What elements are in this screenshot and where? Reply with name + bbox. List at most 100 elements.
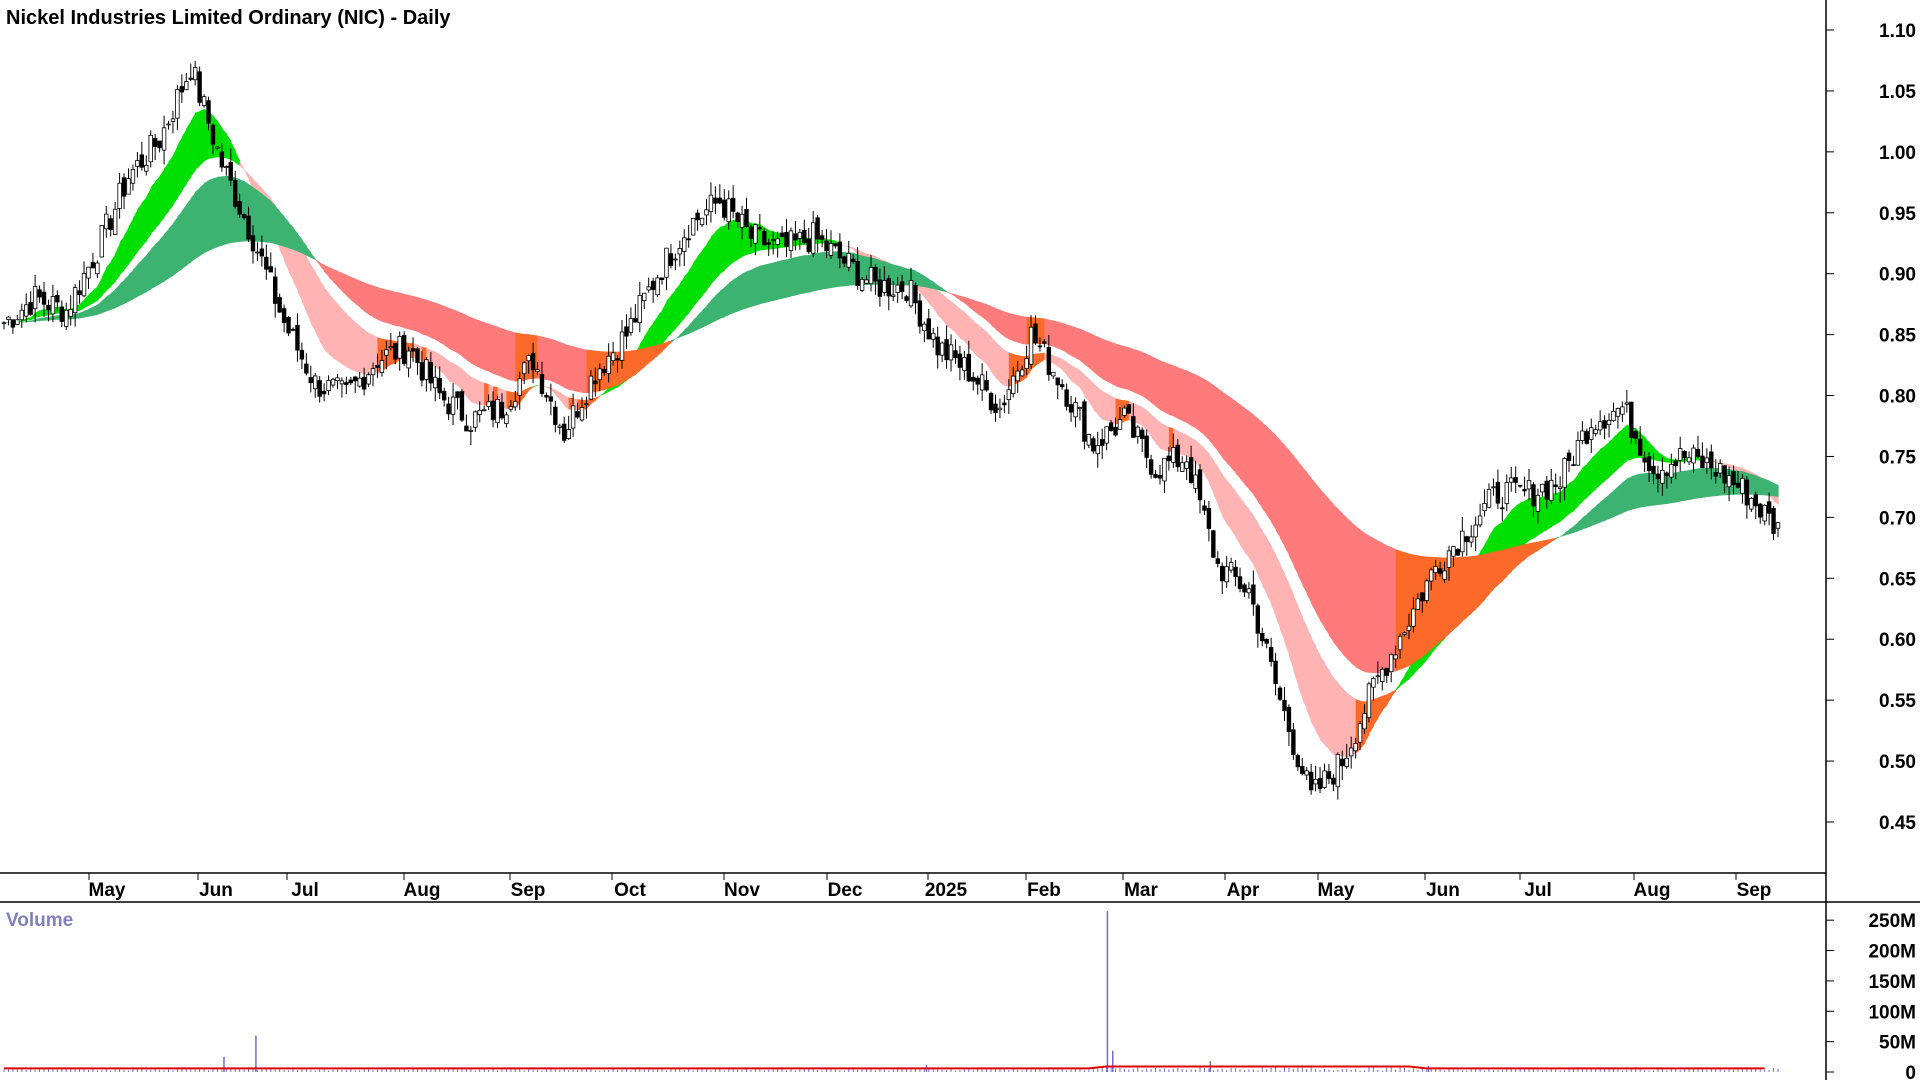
candle-up	[1025, 358, 1029, 368]
long-term-band-segment	[787, 258, 792, 298]
short-term-band-segment	[137, 203, 142, 252]
short-term-band-segment	[173, 145, 178, 205]
candle-up	[505, 415, 509, 424]
candle-down	[1296, 756, 1300, 767]
long-term-band-segment	[369, 284, 374, 317]
short-term-band-segment	[524, 388, 529, 397]
short-term-band-segment	[182, 128, 187, 191]
candle-down	[1207, 508, 1211, 528]
candle-down	[851, 259, 855, 262]
short-term-band-segment	[102, 267, 107, 296]
candle-down	[211, 125, 215, 144]
long-term-band-segment	[1222, 392, 1227, 463]
candle-down	[834, 244, 838, 246]
short-term-band-segment	[93, 286, 98, 303]
short-term-band-segment	[453, 363, 458, 385]
short-term-band-segment	[1298, 606, 1303, 699]
candle-down	[905, 297, 909, 301]
candle-up	[931, 333, 935, 339]
candle-down	[914, 285, 918, 302]
candle-up	[1509, 478, 1513, 482]
short-term-band-segment	[938, 291, 943, 320]
long-term-band-segment	[1551, 538, 1556, 542]
short-term-band-segment	[111, 253, 116, 286]
long-term-band-segment	[698, 310, 703, 329]
candle-down	[260, 249, 264, 256]
time-tick-label: May	[1318, 880, 1355, 901]
candle-up	[705, 210, 709, 215]
candle-down	[282, 309, 286, 323]
candle-down	[651, 281, 655, 289]
candle-up	[118, 183, 122, 208]
candle-down	[1149, 460, 1153, 475]
long-term-band-segment	[1093, 335, 1098, 376]
short-term-band-segment	[120, 235, 125, 275]
candle-up	[340, 381, 344, 384]
candle-up	[1007, 390, 1011, 400]
candle-down	[1674, 461, 1678, 466]
candle-down	[1167, 456, 1171, 461]
long-term-band-segment	[1422, 556, 1427, 657]
long-term-band-segment	[106, 293, 111, 311]
long-term-band-segment	[791, 257, 796, 296]
candle-down	[594, 381, 598, 384]
long-term-band-segment	[769, 262, 774, 301]
short-term-band-segment	[1525, 498, 1530, 545]
short-term-band-segment	[658, 310, 663, 349]
short-term-band-segment	[1662, 455, 1667, 463]
short-term-band-segment	[1253, 515, 1258, 575]
long-term-band-segment	[111, 289, 116, 310]
candle-up	[1118, 419, 1122, 429]
long-term-band-segment	[1311, 478, 1316, 612]
candle-up	[1180, 463, 1184, 472]
long-term-band-segment	[182, 204, 187, 269]
long-term-band-segment	[302, 240, 307, 256]
long-term-band-segment	[453, 310, 458, 354]
candle-down	[971, 377, 975, 381]
long-term-band-segment	[1204, 379, 1209, 440]
long-term-band-segment	[582, 349, 587, 394]
long-term-band-segment	[484, 322, 489, 371]
candle-up	[1323, 771, 1327, 788]
candle-up	[331, 379, 335, 385]
short-term-band-segment	[1289, 584, 1294, 671]
candle-up	[789, 231, 793, 251]
long-term-band-segment	[115, 284, 120, 308]
price-tick-label: 0.90	[1879, 265, 1916, 286]
candle-up	[1549, 480, 1553, 500]
candle-down	[1114, 427, 1118, 435]
candle-up	[1425, 581, 1429, 601]
short-term-band-segment	[1040, 353, 1045, 363]
long-term-band-segment	[1471, 556, 1476, 614]
candle-down	[265, 257, 269, 269]
candle-down	[718, 198, 722, 203]
short-term-band-segment	[151, 181, 156, 234]
long-term-band-segment	[1284, 445, 1289, 556]
long-term-band-segment	[640, 348, 645, 371]
candle-down	[1278, 688, 1282, 699]
short-term-band-segment	[337, 304, 342, 364]
long-term-band-segment	[1187, 371, 1192, 426]
candle-down	[1496, 482, 1500, 503]
candle-up	[869, 267, 873, 283]
short-term-band-segment	[115, 243, 120, 282]
long-term-band-segment	[213, 177, 218, 249]
long-term-band-segment	[1476, 555, 1481, 609]
short-term-band-segment	[1236, 491, 1241, 545]
short-term-band-segment	[1378, 696, 1383, 718]
candle-down	[500, 402, 504, 417]
long-term-band-segment	[284, 217, 289, 249]
candle-down	[158, 141, 162, 148]
short-term-band-segment	[600, 392, 605, 396]
long-term-band-segment	[404, 294, 409, 330]
candle-down	[278, 298, 282, 313]
long-term-band-segment	[1307, 472, 1312, 603]
long-term-band-segment	[546, 338, 551, 381]
long-term-band-segment	[186, 198, 191, 265]
short-term-band-segment	[1058, 357, 1063, 370]
long-term-band-segment	[511, 331, 516, 381]
short-term-band-segment	[529, 386, 534, 390]
long-term-band-segment	[1565, 529, 1570, 535]
candle-up	[865, 280, 869, 283]
candle-down	[1292, 730, 1296, 755]
